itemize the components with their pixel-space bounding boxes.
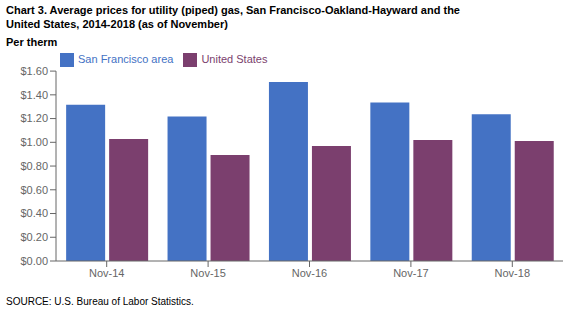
svg-text:$1.60: $1.60 <box>20 65 48 77</box>
svg-text:$0.60: $0.60 <box>20 184 48 196</box>
html-text:United States, 2014-2018 (as o: United States, 2014-2018 (as of November… <box>6 18 228 30</box>
svg-text:$0.00: $0.00 <box>20 255 48 267</box>
svg-text:Nov-15: Nov-15 <box>190 267 225 279</box>
html-text:San Francisco area: San Francisco area <box>78 53 174 65</box>
svg-text:Nov-16: Nov-16 <box>292 267 327 279</box>
html-text:SOURCE: U.S. Bureau of Labor S: SOURCE: U.S. Bureau of Labor Statistics. <box>6 296 194 307</box>
svg-text:Nov-18: Nov-18 <box>495 267 530 279</box>
html-text:Per therm: Per therm <box>6 36 58 48</box>
svg-text:Nov-17: Nov-17 <box>393 267 428 279</box>
svg-text:$0.80: $0.80 <box>20 160 48 172</box>
svg-text:$1.40: $1.40 <box>20 89 48 101</box>
svg-text:Nov-14: Nov-14 <box>89 267 124 279</box>
html-text:United States: United States <box>201 53 268 65</box>
svg-text:$1.20: $1.20 <box>20 112 48 124</box>
svg-text:$0.20: $0.20 <box>20 231 48 243</box>
svg-text:$0.40: $0.40 <box>20 207 48 219</box>
html-text:Chart 3. Average prices for ut: Chart 3. Average prices for utility (pip… <box>6 4 460 16</box>
svg-text:$1.00: $1.00 <box>20 136 48 148</box>
